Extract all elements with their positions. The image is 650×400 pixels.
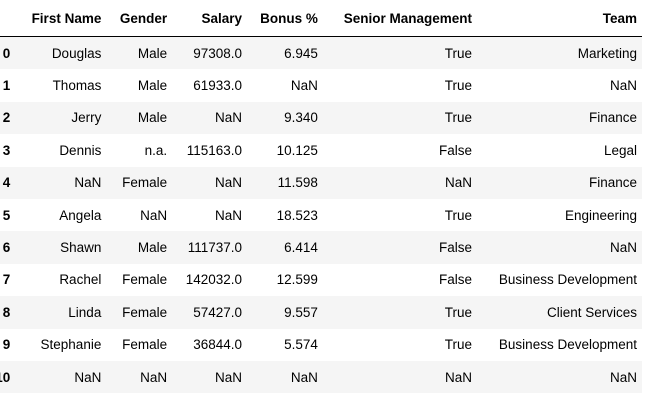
table-row: 9 Stephanie Female 36844.0 5.574 True Business…: [0, 329, 642, 361]
table-cell: Dennis: [59, 142, 102, 158]
table-cell: Stephanie: [40, 337, 102, 353]
table-cell: NaN: [214, 175, 242, 191]
table-cell: Female: [122, 175, 168, 191]
table-body: 0 Douglas Male 97308.0 6.945 True Marketing 1 Th…: [0, 36, 642, 394]
row-index: 2: [2, 110, 11, 126]
table-cell: Female: [122, 304, 168, 320]
table-cell: Angela: [59, 207, 102, 223]
table-row: 8 Linda Female 57427.0 9.557 True Client Servi…: [0, 296, 642, 329]
table-cell: NaN: [609, 240, 637, 256]
table-cell: False: [439, 240, 473, 256]
table-cell: Finance: [588, 110, 637, 126]
table-cell: Male: [137, 78, 168, 94]
table-cell: Male: [137, 110, 168, 126]
table-row: 1 Thomas Male 61933.0 NaN True NaN: [0, 69, 642, 101]
table-row: 2 Jerry Male NaN 9.340 True Finance: [0, 101, 642, 135]
table-cell: Female: [122, 337, 168, 353]
header-row: First Name Gender Salary Bonus % Senior Mana…: [0, 0, 642, 37]
table-cell: 6.414: [284, 240, 318, 256]
table-row: 0 Douglas Male 97308.0 6.945 True Marketing: [0, 36, 642, 70]
row-index: 4: [2, 175, 11, 191]
row-index: 6: [2, 240, 11, 256]
table-cell: Linda: [68, 304, 102, 320]
column-header: Gender: [106, 0, 173, 37]
table-cell: NaN: [609, 369, 637, 385]
table-cell: 57427.0: [193, 304, 242, 320]
row-index: 9: [2, 337, 11, 353]
table-cell: NaN: [445, 369, 473, 385]
row-index: 5: [2, 207, 11, 223]
table-row: 6 Shawn Male 111737.0 6.414 False NaN: [0, 231, 642, 264]
table-cell: NaN: [214, 369, 242, 385]
table-cell: False: [439, 142, 473, 158]
row-index: 3: [2, 142, 11, 158]
table-cell: 115163.0: [186, 142, 242, 158]
table-cell: Rachel: [59, 272, 102, 288]
table-cell: 9.557: [284, 304, 318, 320]
table-cell: 142032.0: [185, 272, 242, 288]
table-cell: Marketing: [577, 45, 637, 61]
table-cell: 61933.0: [193, 78, 242, 94]
table-cell: Business Development: [498, 337, 637, 353]
table-cell: 12.599: [276, 272, 318, 288]
row-index: 8: [2, 304, 11, 320]
table-cell: NaN: [74, 369, 102, 385]
column-header: Salary: [172, 0, 247, 37]
table-cell: 6.945: [284, 45, 318, 61]
row-index: 10: [0, 369, 11, 385]
table-cell: 111737.0: [187, 240, 242, 256]
table-row: 5 Angela NaN NaN 18.523 True Engineering: [0, 199, 642, 231]
table-cell: 18.523: [276, 207, 318, 223]
table-cell: NaN: [214, 110, 242, 126]
table-cell: True: [444, 207, 473, 223]
table-cell: Jerry: [71, 110, 102, 126]
table-cell: Male: [137, 240, 168, 256]
table-cell: True: [444, 304, 473, 320]
table-cell: Shawn: [60, 240, 102, 256]
table-cell: Legal: [603, 142, 637, 158]
table-cell: n.a.: [144, 142, 168, 158]
table-cell: NaN: [445, 175, 473, 191]
table-row: 7 Rachel Female 142032.0 12.599 False Business…: [0, 264, 642, 296]
column-header: First Name: [19, 0, 107, 37]
column-header: Team: [477, 0, 642, 37]
table-cell: Business Development: [498, 272, 637, 288]
table-cell: NaN: [214, 207, 242, 223]
table-cell: False: [439, 272, 473, 288]
row-index: 7: [2, 272, 11, 288]
table-cell: Finance: [588, 175, 637, 191]
column-header: Bonus %: [247, 0, 323, 37]
table-cell: Thomas: [52, 78, 102, 94]
table-cell: NaN: [74, 175, 102, 191]
table-cell: True: [444, 45, 473, 61]
table-cell: 9.340: [284, 110, 318, 126]
table-cell: Male: [137, 45, 168, 61]
table-cell: NaN: [290, 369, 318, 385]
table-cell: NaN: [290, 78, 318, 94]
table-row: 10 NaN NaN NaN NaN NaN NaN: [0, 360, 642, 394]
index-header: [0, 0, 20, 37]
table-cell: 11.598: [277, 175, 318, 191]
column-header: Senior Management: [322, 0, 478, 37]
row-index: 0: [2, 45, 11, 61]
table-cell: 97308.0: [193, 45, 242, 61]
table-cell: NaN: [140, 369, 168, 385]
table-cell: True: [444, 110, 473, 126]
table-cell: Female: [122, 272, 168, 288]
table-row: 4 NaN Female NaN 11.598 NaN Finance: [0, 166, 642, 199]
table-cell: Engineering: [564, 207, 637, 223]
table-cell: NaN: [609, 78, 637, 94]
dataframe-table: First Name Gender Salary Bonus % Senior Mana…: [0, 0, 642, 394]
table-cell: NaN: [140, 207, 168, 223]
table-cell: True: [444, 337, 473, 353]
table-cell: Douglas: [51, 45, 102, 61]
table-cell: 5.574: [284, 337, 318, 353]
table-cell: 10.125: [276, 142, 318, 158]
table-cell: True: [444, 78, 473, 94]
table-row: 3 Dennis n.a. 115163.0 10.125 False Legal: [0, 134, 642, 166]
table-cell: Client Services: [546, 304, 637, 320]
table-cell: 36844.0: [193, 337, 242, 353]
row-index: 1: [2, 78, 11, 94]
